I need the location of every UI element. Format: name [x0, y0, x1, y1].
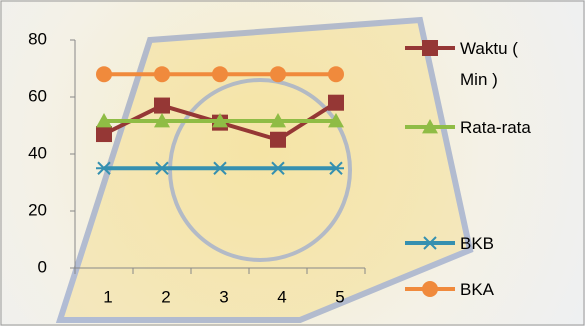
- y-tick-label: 40: [28, 143, 47, 162]
- x-tick-label: 4: [277, 287, 286, 306]
- marker: [422, 119, 438, 134]
- y-tick-label: 80: [28, 29, 47, 48]
- marker: [96, 112, 112, 128]
- y-tick-label: 20: [28, 200, 47, 219]
- marker: [212, 161, 228, 175]
- y-tick-label: 0: [38, 257, 47, 276]
- legend-label: Waktu ( Min ): [460, 39, 518, 89]
- marker: [422, 281, 438, 297]
- marker: [328, 112, 344, 128]
- marker: [328, 66, 344, 83]
- y-tick-label: 60: [28, 86, 47, 105]
- marker: [212, 66, 228, 83]
- marker: [270, 161, 286, 175]
- marker: [96, 161, 112, 175]
- marker: [422, 236, 438, 250]
- marker: [96, 66, 112, 83]
- marker: [328, 94, 344, 111]
- legend-label: BKA: [460, 280, 495, 299]
- x-tick-label: 3: [219, 287, 228, 306]
- x-tick-label: 5: [335, 287, 344, 306]
- marker: [212, 112, 228, 128]
- x-tick-label: 1: [103, 287, 112, 306]
- marker: [270, 66, 286, 83]
- marker: [154, 66, 170, 83]
- marker: [154, 112, 170, 128]
- marker: [154, 97, 170, 114]
- x-tick-label: 2: [161, 287, 170, 306]
- marker: [270, 131, 286, 148]
- legend-label: BKB: [460, 234, 495, 253]
- marker: [154, 161, 170, 175]
- marker: [422, 40, 438, 56]
- marker: [96, 126, 112, 143]
- legend-label: Rata-rata: [460, 118, 531, 137]
- marker: [270, 112, 286, 128]
- marker: [328, 161, 344, 175]
